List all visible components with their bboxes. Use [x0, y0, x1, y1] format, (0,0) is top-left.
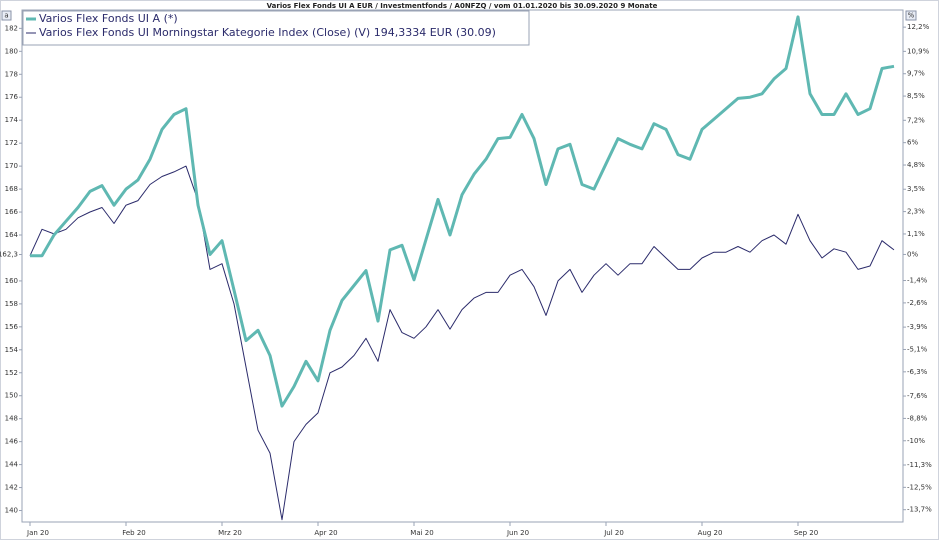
y-tick-label: 140: [5, 507, 18, 515]
y-tick-label: 152: [5, 369, 18, 377]
y-tick-label: 178: [5, 70, 18, 78]
y-tick-label: 174: [5, 116, 19, 124]
y-tick-label: 170: [5, 162, 18, 170]
y-tick-label: 146: [5, 438, 19, 446]
y-tick-label: 150: [5, 392, 18, 400]
y2-tick-label: -11,3%: [907, 461, 932, 469]
x-tick-label: Aug 20: [698, 529, 723, 537]
x-tick-label: Jun 20: [506, 529, 529, 537]
y-tick-label: 144: [5, 461, 19, 469]
plot-area: [21, 9, 904, 523]
left-axis-icon-box: [1, 10, 12, 21]
y-tick-label: 162,3: [0, 251, 18, 259]
series-line: [29, 165, 895, 521]
y-tick-label: 180: [5, 47, 18, 55]
y-tick-label: 172: [5, 139, 18, 147]
x-tick-label: Jul 20: [603, 529, 624, 537]
chart-title: Varios Flex Fonds UI A EUR / Investmentf…: [267, 2, 658, 10]
x-tick-label: Feb 20: [122, 529, 146, 537]
y2-tick-label: -10%: [907, 437, 925, 445]
left-axis-icon: a: [4, 12, 8, 20]
y2-tick-label: 6%: [907, 139, 918, 147]
x-tick-label: Mai 20: [410, 529, 433, 537]
y2-tick-label: -3,9%: [907, 323, 928, 331]
y2-tick-label: 1,1%: [907, 230, 925, 238]
y-tick-label: 166: [5, 208, 19, 216]
y-tick-label: 154: [5, 346, 19, 354]
y-tick-label: 176: [5, 93, 19, 101]
y-tick-label: 160: [5, 277, 18, 285]
y2-tick-label: -12,5%: [907, 483, 932, 491]
y2-tick-label: -8,8%: [907, 414, 928, 422]
y2-tick-label: 7,2%: [907, 116, 925, 124]
y2-tick-label: 8,5%: [907, 92, 925, 100]
y2-tick-label: -1,4%: [907, 277, 928, 285]
x-tick-label: Sep 20: [794, 529, 818, 537]
x-tick-label: Apr 20: [314, 529, 337, 537]
right-axis-icon: %: [908, 12, 915, 20]
y2-tick-label: 12,2%: [907, 23, 930, 31]
y2-tick-label: 10,9%: [907, 47, 930, 55]
x-tick-label: Jan 20: [26, 529, 49, 537]
y2-tick-label: -5,1%: [907, 345, 928, 353]
y2-tick-label: 3,5%: [907, 185, 925, 193]
legend-label: Varios Flex Fonds UI Morningstar Kategor…: [39, 26, 496, 39]
y-tick-label: 148: [5, 415, 18, 423]
y2-tick-label: -13,7%: [907, 506, 932, 514]
y2-tick-label: 0%: [907, 250, 918, 258]
y-tick-label: 182: [5, 24, 18, 32]
legend-box: [22, 10, 530, 46]
y2-tick-label: -2,6%: [907, 299, 928, 307]
y2-tick-label: 4,8%: [907, 161, 925, 169]
y2-tick-label: -7,6%: [907, 392, 928, 400]
y2-tick-label: 2,3%: [907, 208, 925, 216]
legend-label: Varios Flex Fonds UI A (*): [39, 12, 178, 25]
x-tick-label: Mrz 20: [218, 529, 242, 537]
right-axis-icon-box: [905, 10, 917, 21]
y-tick-label: 142: [5, 484, 18, 492]
y2-tick-label: 9,7%: [907, 70, 925, 78]
y-tick-label: 164: [5, 231, 19, 239]
y-tick-label: 158: [5, 300, 18, 308]
y-tick-label: 156: [5, 323, 19, 331]
y2-tick-label: -6,3%: [907, 368, 928, 376]
series-line: [30, 15, 895, 408]
y-tick-label: 168: [5, 185, 18, 193]
